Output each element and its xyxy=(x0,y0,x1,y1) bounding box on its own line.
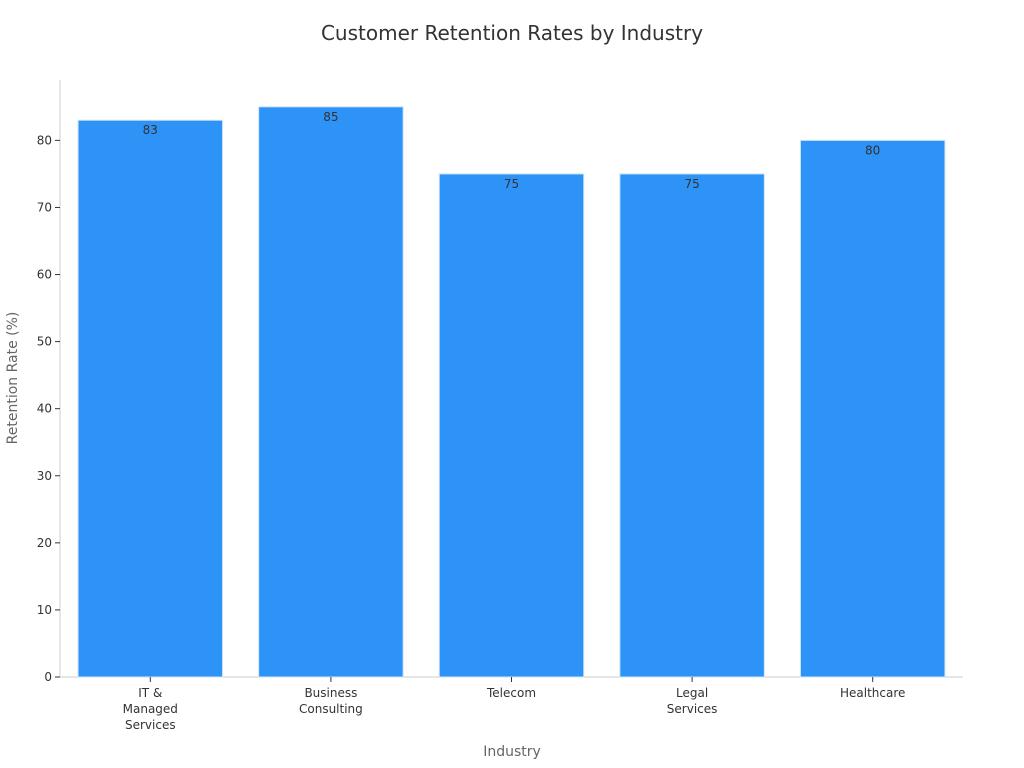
y-tick-label-6: 60 xyxy=(37,268,52,282)
y-tick-label-3: 30 xyxy=(37,469,52,483)
x-tick-label-line: Managed xyxy=(123,702,178,716)
y-tick-label-2: 20 xyxy=(37,536,52,550)
x-tick-label-3: Legal Services xyxy=(667,686,718,716)
y-tick-label-0: 0 xyxy=(44,670,52,684)
y-tick-label-5: 50 xyxy=(37,335,52,349)
x-tick-label-1: Business Consulting xyxy=(299,686,363,716)
x-tick-label-0: IT & Managed Services xyxy=(123,686,178,732)
data-label-0: 83 xyxy=(143,123,158,137)
x-tick-label-line: Services xyxy=(667,702,718,716)
bar-2 xyxy=(438,173,585,678)
y-tick-label-7: 70 xyxy=(37,200,52,214)
bar-1 xyxy=(258,106,404,678)
x-tick-label-line: IT & xyxy=(138,686,162,700)
chart-title: Customer Retention Rates by Industry xyxy=(321,21,703,45)
data-label-1: 85 xyxy=(323,110,338,124)
bar-4 xyxy=(799,139,946,678)
x-axis-title: Industry xyxy=(483,744,541,760)
bar-3 xyxy=(619,173,765,678)
data-label-2: 75 xyxy=(504,177,519,191)
x-tick-label-line: Services xyxy=(125,718,176,732)
y-tick-label-8: 80 xyxy=(37,133,52,147)
x-tick-label-line: Business xyxy=(304,686,357,700)
x-tick-label-line: Legal xyxy=(676,686,708,700)
x-tick-label-line: Telecom xyxy=(486,686,536,700)
x-tick-label-2: Telecom xyxy=(486,686,536,700)
y-tick-label-4: 40 xyxy=(37,402,52,416)
x-tick-label-line: Consulting xyxy=(299,702,363,716)
y-tick-label-1: 10 xyxy=(37,603,52,617)
plot-area: 0 10 20 30 40 50 60 70 80 83 IT & Managed Services 85… xyxy=(37,80,963,732)
data-label-4: 80 xyxy=(865,143,880,157)
data-label-3: 75 xyxy=(684,177,699,191)
bar-0 xyxy=(77,119,224,678)
x-tick-label-4: Healthcare xyxy=(840,686,905,700)
x-tick-label-line: Healthcare xyxy=(840,686,905,700)
y-axis-title: Retention Rate (%) xyxy=(5,312,21,445)
